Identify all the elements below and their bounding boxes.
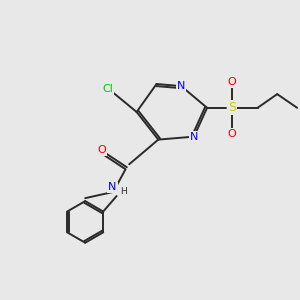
Text: N: N: [190, 132, 198, 142]
Text: O: O: [227, 77, 236, 87]
Text: N: N: [108, 182, 117, 193]
Text: O: O: [97, 145, 106, 155]
Text: S: S: [228, 101, 236, 114]
Text: Cl: Cl: [102, 84, 113, 94]
Text: N: N: [177, 81, 185, 91]
Text: O: O: [227, 129, 236, 139]
Text: H: H: [121, 187, 127, 196]
